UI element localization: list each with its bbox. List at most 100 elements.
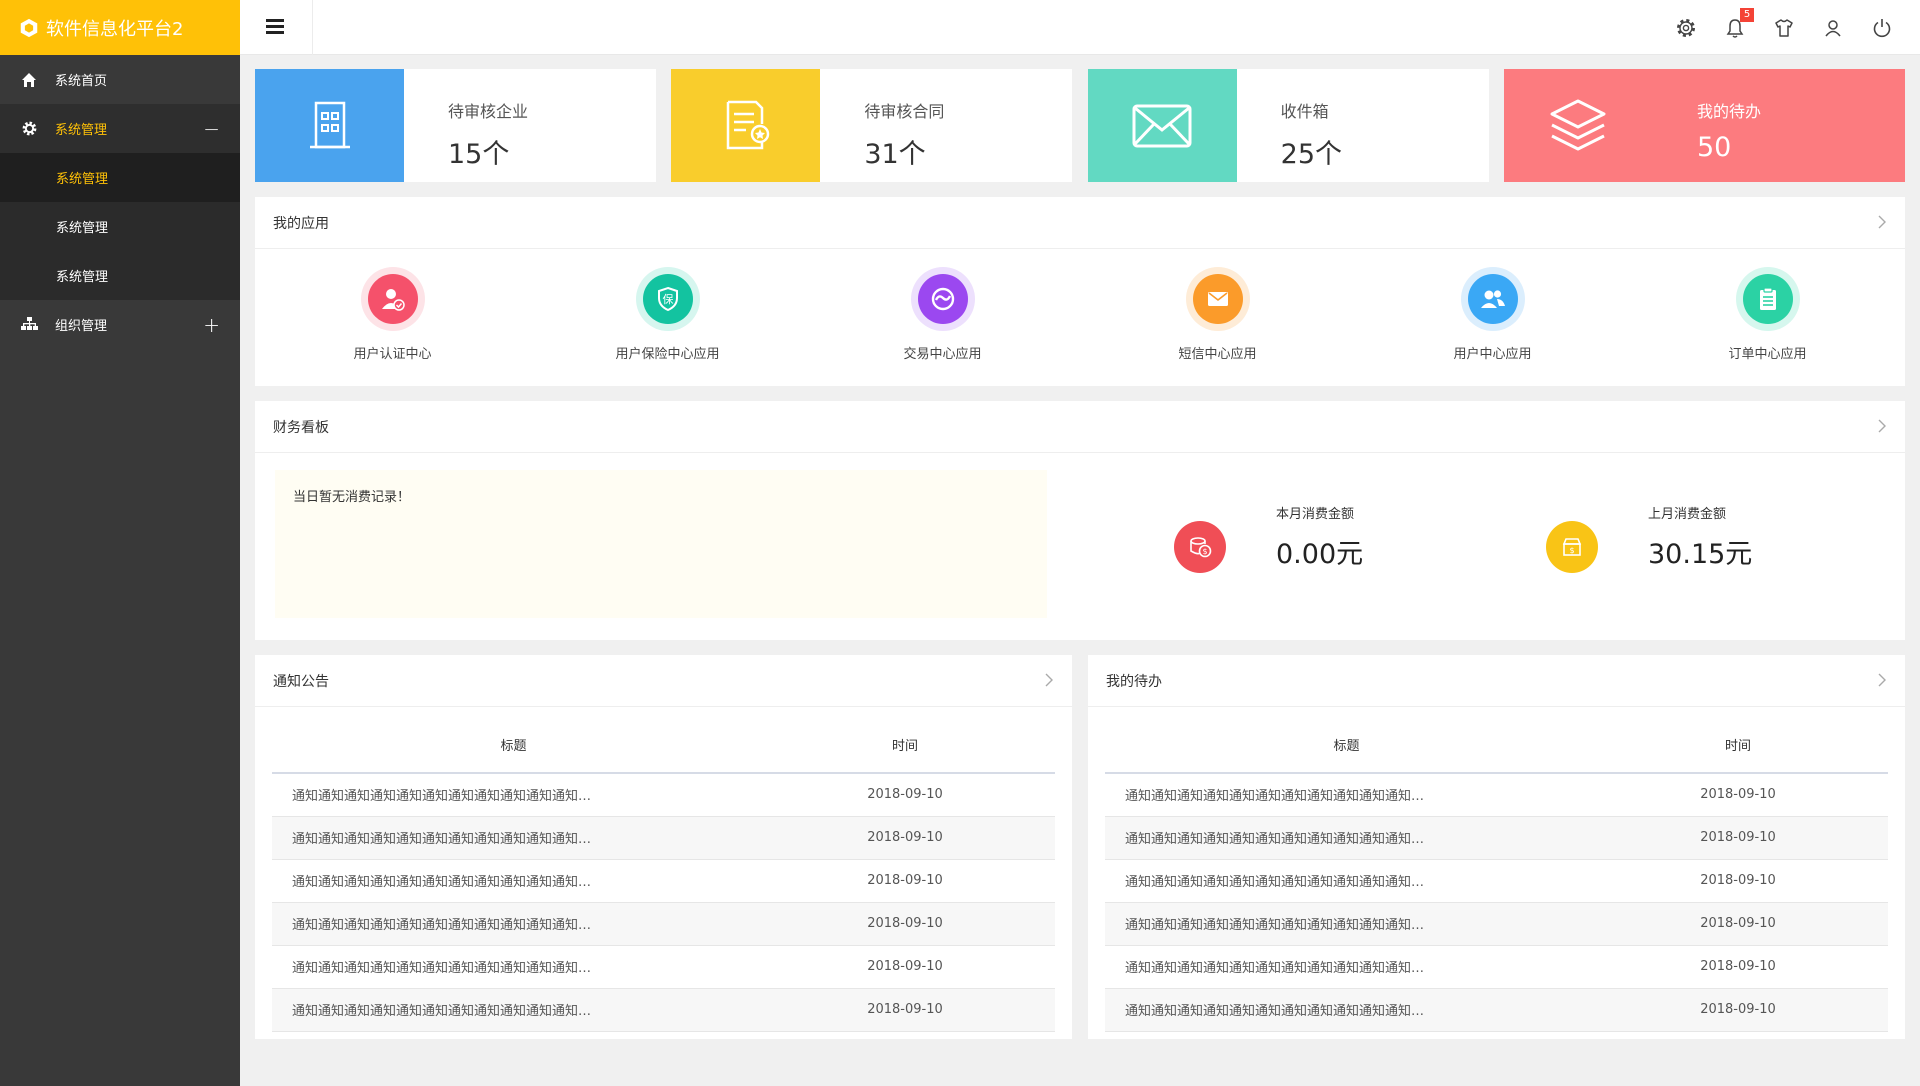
submenu-item[interactable]: 系统管理 — [56, 221, 109, 236]
wallet-icon: $ — [1546, 521, 1598, 573]
row-time: 2018-09-10 — [755, 988, 1055, 1032]
stat-card-pending-companies[interactable]: 待审核企业 15个 — [255, 69, 656, 182]
contract-icon — [671, 69, 821, 182]
chevron-right-icon[interactable] — [1877, 214, 1887, 230]
table-row[interactable]: 通知通知通知通知通知通知通知通知通知通知通知… 2018-09-10 — [1105, 773, 1888, 817]
brand[interactable]: 软件信息化平台2 — [0, 0, 240, 55]
row-time: 2018-09-10 — [1588, 988, 1888, 1032]
stat-card-my-todo[interactable]: 我的待办 50 — [1503, 69, 1905, 182]
sms-icon — [1192, 274, 1243, 324]
menu-toggle-icon[interactable] — [266, 19, 284, 35]
user-icon[interactable] — [1822, 17, 1844, 39]
row-title[interactable]: 通知通知通知通知通知通知通知通知通知通知通知… — [272, 988, 755, 1032]
column-header-title: 标题 — [272, 717, 755, 774]
fin-label: 本月消费金额 — [1276, 507, 1355, 522]
row-title[interactable]: 通知通知通知通知通知通知通知通知通知通知通知… — [1105, 945, 1588, 989]
coins-icon: $ — [1174, 521, 1226, 573]
logo-icon — [20, 18, 38, 37]
settings-icon[interactable] — [1675, 17, 1697, 39]
app-order-center[interactable]: 订单中心应用 — [1630, 249, 1905, 386]
users-icon — [1467, 274, 1518, 324]
bell-icon[interactable]: 5 — [1724, 7, 1754, 39]
table-row[interactable]: 通知通知通知通知通知通知通知通知通知通知通知… 2018-09-10 — [272, 988, 1055, 1032]
expand-icon[interactable]: + — [203, 312, 220, 337]
row-title[interactable]: 通知通知通知通知通知通知通知通知通知通知通知… — [1105, 902, 1588, 946]
app-label: 用户中心应用 — [1453, 347, 1532, 362]
apps-row: 用户认证中心 保 用户保险中心应用 交易中心应用 短信中心应用 — [255, 249, 1905, 386]
gear-icon — [19, 119, 39, 139]
stat-card-pending-contracts[interactable]: 待审核合同 31个 — [671, 69, 1073, 182]
home-icon — [19, 70, 39, 90]
sidebar-item-system[interactable]: 系统管理 − — [0, 104, 240, 153]
column-header-time: 时间 — [1588, 717, 1888, 774]
table-row[interactable]: 通知通知通知通知通知通知通知通知通知通知通知… 2018-09-10 — [1105, 988, 1888, 1032]
row-title[interactable]: 通知通知通知通知通知通知通知通知通知通知通知… — [1105, 988, 1588, 1032]
row-time: 2018-09-10 — [755, 859, 1055, 903]
app-label: 用户认证中心 — [353, 347, 432, 362]
chevron-right-icon[interactable] — [1044, 672, 1054, 688]
main-content: 待审核企业 15个 待审核合同 31个 收件箱 25个 — [255, 69, 1905, 1039]
last-month-spend: $ 上月消费金额 30.15元 — [1546, 503, 1752, 573]
panel-title: 我的待办 — [1106, 673, 1162, 690]
sidebar-item-home[interactable]: 系统首页 — [0, 55, 240, 104]
row-title[interactable]: 通知通知通知通知通知通知通知通知通知通知通知… — [1105, 859, 1588, 903]
row-time: 2018-09-10 — [1588, 902, 1888, 946]
table-row[interactable]: 通知通知通知通知通知通知通知通知通知通知通知… 2018-09-10 — [1105, 945, 1888, 989]
submenu-item[interactable]: 系统管理 — [56, 270, 109, 285]
chevron-right-icon[interactable] — [1877, 418, 1887, 434]
submenu-system: 系统管理 系统管理 系统管理 — [0, 153, 240, 300]
table-row[interactable]: 通知通知通知通知通知通知通知通知通知通知通知… 2018-09-10 — [272, 816, 1055, 860]
topbar: 5 — [240, 0, 1920, 55]
shirt-icon[interactable] — [1773, 17, 1795, 39]
sidebar-item-label: 系统管理 — [55, 123, 108, 138]
power-icon[interactable] — [1871, 17, 1893, 39]
app-trade[interactable]: 交易中心应用 — [805, 249, 1080, 386]
svg-text:$: $ — [1569, 546, 1574, 555]
row-title[interactable]: 通知通知通知通知通知通知通知通知通知通知通知… — [272, 902, 755, 946]
table-row[interactable]: 通知通知通知通知通知通知通知通知通知通知通知… 2018-09-10 — [1105, 859, 1888, 903]
stat-card-inbox[interactable]: 收件箱 25个 — [1087, 69, 1489, 182]
notices-panel: 通知公告 标题 时间 通知通知通知通知通知通知通知通知通知通知通知… 2018-0… — [255, 655, 1072, 1039]
table-row[interactable]: 通知通知通知通知通知通知通知通知通知通知通知… 2018-09-10 — [272, 945, 1055, 989]
todo-panel: 我的待办 标题 时间 通知通知通知通知通知通知通知通知通知通知通知… 2018-0… — [1088, 655, 1905, 1039]
submenu-item[interactable]: 系统管理 — [0, 153, 240, 202]
row-title[interactable]: 通知通知通知通知通知通知通知通知通知通知通知… — [1105, 773, 1588, 817]
app-user-center[interactable]: 用户中心应用 — [1355, 249, 1630, 386]
fin-value: 0.00元 — [1276, 539, 1364, 570]
app-insurance[interactable]: 保 用户保险中心应用 — [530, 249, 805, 386]
mail-icon — [1087, 69, 1237, 182]
app-user-verify[interactable]: 用户认证中心 — [255, 249, 530, 386]
row-title[interactable]: 通知通知通知通知通知通知通知通知通知通知通知… — [272, 773, 755, 817]
user-verify-icon — [367, 274, 418, 324]
app-sms[interactable]: 短信中心应用 — [1080, 249, 1355, 386]
row-title[interactable]: 通知通知通知通知通知通知通知通知通知通知通知… — [272, 859, 755, 903]
collapse-icon[interactable]: − — [203, 116, 220, 141]
fin-value: 30.15元 — [1648, 539, 1753, 570]
column-header-title: 标题 — [1105, 717, 1588, 774]
row-time: 2018-09-10 — [1588, 773, 1888, 817]
table-row[interactable]: 通知通知通知通知通知通知通知通知通知通知通知… 2018-09-10 — [1105, 902, 1888, 946]
row-time: 2018-09-10 — [755, 902, 1055, 946]
row-time: 2018-09-10 — [755, 945, 1055, 989]
row-title[interactable]: 通知通知通知通知通知通知通知通知通知通知通知… — [272, 816, 755, 860]
this-month-spend: $ 本月消费金额 0.00元 — [1174, 503, 1363, 573]
fin-label: 上月消费金额 — [1648, 507, 1727, 522]
row-title[interactable]: 通知通知通知通知通知通知通知通知通知通知通知… — [1105, 816, 1588, 860]
chevron-right-icon[interactable] — [1877, 672, 1887, 688]
order-icon — [1742, 274, 1793, 324]
app-label: 交易中心应用 — [903, 347, 982, 362]
table-row[interactable]: 通知通知通知通知通知通知通知通知通知通知通知… 2018-09-10 — [272, 859, 1055, 903]
top-icons: 5 — [1675, 0, 1920, 55]
panel-title: 通知公告 — [273, 673, 329, 690]
sidebar: 软件信息化平台2 系统首页 系统管理 − 系统管理 系统管理 系统管理 组织管理… — [0, 0, 240, 1086]
svg-text:保: 保 — [662, 292, 673, 306]
table-row[interactable]: 通知通知通知通知通知通知通知通知通知通知通知… 2018-09-10 — [1105, 816, 1888, 860]
sidebar-item-org[interactable]: 组织管理 + — [0, 300, 240, 349]
app-label: 订单中心应用 — [1728, 347, 1807, 362]
row-title[interactable]: 通知通知通知通知通知通知通知通知通知通知通知… — [272, 945, 755, 989]
table-row[interactable]: 通知通知通知通知通知通知通知通知通知通知通知… 2018-09-10 — [272, 902, 1055, 946]
row-time: 2018-09-10 — [1588, 816, 1888, 860]
stat-value: 15个 — [448, 139, 510, 170]
table-row[interactable]: 通知通知通知通知通知通知通知通知通知通知通知… 2018-09-10 — [272, 773, 1055, 817]
org-tree-icon — [19, 315, 39, 335]
